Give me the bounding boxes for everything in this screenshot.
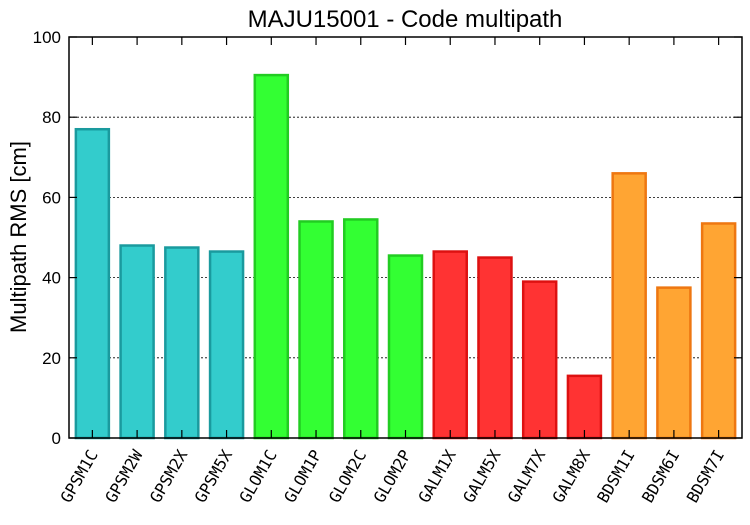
bar-gpsm2w	[119, 244, 155, 440]
y-axis-label: Multipath RMS [cm]	[6, 141, 31, 333]
y-tick-label: 20	[42, 349, 61, 368]
y-tick-label: 60	[42, 188, 61, 207]
x-tick-label: GLOM1C	[235, 447, 280, 507]
bar-gpsm1c	[74, 127, 111, 440]
bars	[74, 73, 737, 440]
y-tick-label: 0	[52, 429, 61, 448]
x-tick-label: BDSM1I	[593, 447, 638, 507]
bar-glom1p	[298, 220, 334, 440]
x-tick-label: GALM5X	[459, 446, 505, 506]
x-tick-label: GALM1X	[414, 446, 460, 506]
x-tick-label: GALM7X	[504, 446, 550, 506]
y-tick-label: 80	[42, 108, 61, 127]
bar-bdsm1i	[611, 172, 647, 440]
y-tick-label: 40	[42, 269, 61, 288]
x-tick-label: GLOM2C	[325, 447, 370, 507]
bar-bdsm6i	[656, 286, 692, 440]
bar-glom2p	[387, 254, 424, 440]
bar-glom2c	[343, 218, 379, 440]
y-tick-label: 100	[33, 28, 61, 47]
bar-galm1x	[432, 250, 468, 440]
chart-title: MAJU15001 - Code multipath	[248, 6, 563, 33]
bar-bdsm7i	[700, 222, 737, 440]
x-tick-label: GPSM1C	[56, 447, 101, 507]
bar-galm8x	[566, 374, 603, 440]
x-tick-label: GLOM1P	[280, 447, 325, 507]
bar-gpsm2x	[164, 246, 200, 440]
bar-glom1c	[253, 73, 290, 440]
bar-galm7x	[521, 280, 558, 440]
bar-galm5x	[477, 256, 513, 440]
plot-frame	[68, 36, 743, 439]
x-tick-label: GALM8X	[549, 446, 595, 506]
x-tick-label: GPSM2X	[146, 446, 192, 506]
x-tick-label: GLOM2P	[370, 447, 415, 507]
x-tick-label: BDSM6I	[638, 447, 683, 507]
bar-gpsm5x	[208, 250, 245, 440]
x-tick-label: GPSM5X	[191, 446, 237, 506]
x-tick-label: GPSM2W	[101, 446, 147, 506]
x-tick-label: BDSM7I	[683, 447, 728, 507]
